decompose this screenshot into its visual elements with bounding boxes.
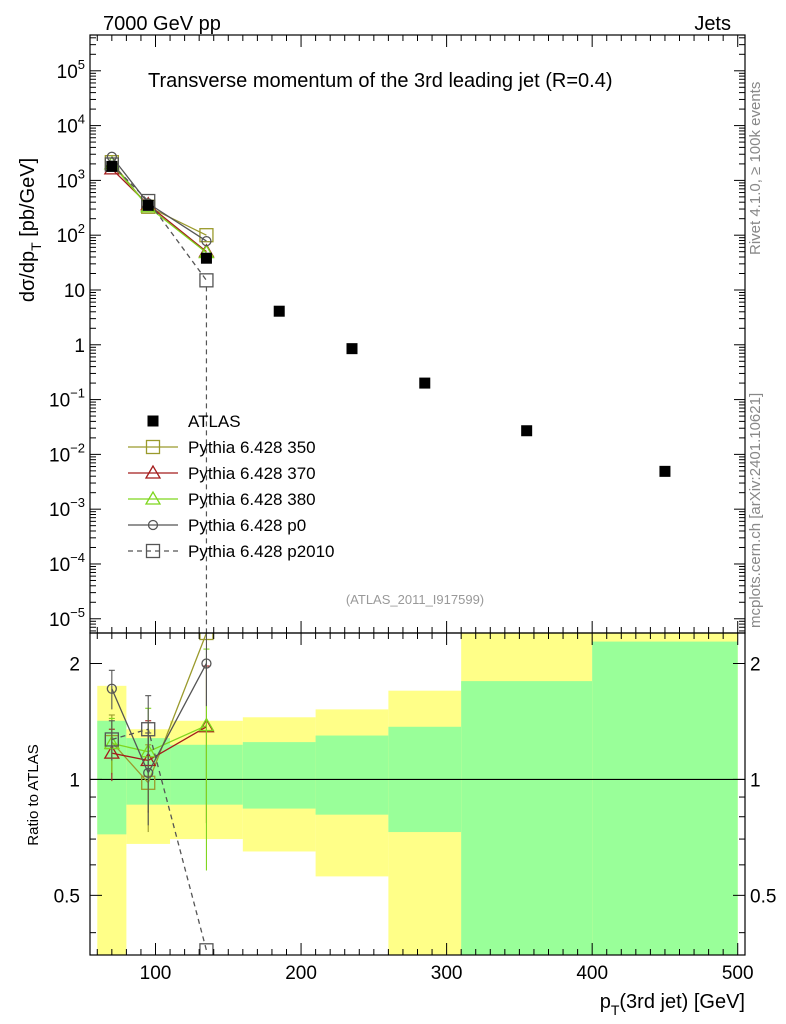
legend-entry-atlas: ATLAS xyxy=(147,412,241,431)
ratio-y-tick-label-right: 0.5 xyxy=(750,886,776,907)
legend-marker xyxy=(145,543,161,559)
ratio-series-group xyxy=(103,633,215,955)
y-tick-label: 10−4 xyxy=(49,550,85,576)
data-point xyxy=(659,465,671,477)
y-tick-label: 10−1 xyxy=(49,386,85,412)
rivet-version-label: Rivet 4.1.0, ≥ 100k events xyxy=(747,82,764,255)
ratio-point xyxy=(198,717,215,732)
legend-label: ATLAS xyxy=(188,412,241,431)
main-series-pythia-6-428-p0 xyxy=(106,151,212,247)
main-series-group xyxy=(103,151,671,633)
y-tick-label: 105 xyxy=(57,57,85,83)
x-tick-label: 400 xyxy=(576,963,608,984)
legend-entry-pythia-6-428-370: Pythia 6.428 370 xyxy=(128,464,316,483)
main-series-pythia-6-428-p2010 xyxy=(104,157,214,288)
legend-entry-pythia-6-428-p2010: Pythia 6.428 p2010 xyxy=(128,542,335,561)
y-tick-label: 10−3 xyxy=(49,495,85,521)
header-left: 7000 GeV pp xyxy=(103,13,221,35)
legend-label: Pythia 6.428 p0 xyxy=(188,516,306,535)
legend-marker xyxy=(144,490,162,505)
green-band-4 xyxy=(315,735,389,815)
ratio-y-tick-label-right: 2 xyxy=(750,654,761,675)
ratio-series-pythia-6-428-p2010 xyxy=(104,695,214,955)
x-tick-label: 200 xyxy=(285,963,317,984)
data-point xyxy=(199,228,214,243)
y-tick-label: 102 xyxy=(57,221,85,247)
svg-text:Ratio to ATLAS: Ratio to ATLAS xyxy=(25,744,42,845)
ratio-uncertainty-bands xyxy=(97,633,738,955)
legend-marker xyxy=(147,415,159,427)
y-tick-label: 104 xyxy=(57,112,85,138)
legend: ATLAS Pythia 6.428 350 Pythia 6.428 370 Pyt… xyxy=(128,412,335,561)
legend-entry-pythia-6-428-380: Pythia 6.428 380 xyxy=(128,490,316,509)
ratio-y-tick-label-right: 1 xyxy=(750,770,761,791)
main-series-pythia-6-428-380 xyxy=(103,155,215,259)
data-point xyxy=(201,235,212,247)
svg-text:dσ/dpT [pb/GeV]: dσ/dpT [pb/GeV] xyxy=(17,158,44,302)
data-point xyxy=(521,425,533,437)
main-series-atlas xyxy=(106,160,671,477)
legend-entry-pythia-6-428-p0: Pythia 6.428 p0 xyxy=(128,516,306,535)
data-point xyxy=(142,199,154,211)
analysis-id: (ATLAS_2011_I917599) xyxy=(346,592,484,607)
green-band-7 xyxy=(592,641,738,955)
data-point xyxy=(106,160,118,172)
legend-entry-pythia-6-428-350: Pythia 6.428 350 xyxy=(128,438,316,457)
y-tick-label: 10−5 xyxy=(49,605,85,631)
data-point xyxy=(199,273,214,288)
main-series-pythia-6-428-370 xyxy=(103,160,215,258)
y-tick-label: 103 xyxy=(57,166,85,192)
legend-marker xyxy=(147,519,159,531)
ratio-y-tick-label: 0.5 xyxy=(54,886,80,907)
ratio-point xyxy=(201,658,212,669)
data-point xyxy=(273,305,285,317)
legend-marker xyxy=(145,439,161,455)
legend-marker xyxy=(144,464,162,479)
svg-text:pT(3rd jet) [GeV]: pT(3rd jet) [GeV] xyxy=(600,991,745,1018)
legend-label: Pythia 6.428 370 xyxy=(188,464,316,483)
series-line xyxy=(111,161,207,236)
ratio-point xyxy=(141,722,156,737)
x-tick-label: 100 xyxy=(140,963,172,984)
main-y-axis-label: dσ/dpT [pb/GeV] xyxy=(17,158,44,302)
legend-label: Pythia 6.428 380 xyxy=(188,490,316,509)
ratio-series-pythia-6-428-p0 xyxy=(106,633,212,826)
legend-label: Pythia 6.428 350 xyxy=(188,438,316,457)
ratio-y-tick-label: 1 xyxy=(69,770,80,791)
legend-label: Pythia 6.428 p2010 xyxy=(188,542,335,561)
chart-title: Transverse momentum of the 3rd leading j… xyxy=(148,70,612,92)
ratio-y-axis-label: Ratio to ATLAS xyxy=(25,744,42,845)
data-point xyxy=(419,377,431,389)
ratio-point xyxy=(199,943,214,955)
x-tick-label: 500 xyxy=(722,963,754,984)
mcplots-source-label: mcplots.cern.ch [arXiv:2401.10621] xyxy=(747,393,764,628)
x-tick-label: 300 xyxy=(431,963,463,984)
data-point xyxy=(346,343,358,355)
y-tick-label: 10−2 xyxy=(49,440,85,466)
y-tick-label: 1 xyxy=(74,336,85,357)
x-axis-label: pT(3rd jet) [GeV] xyxy=(600,991,745,1018)
green-band-3 xyxy=(242,742,316,809)
header-right: Jets xyxy=(694,13,731,35)
ratio-point xyxy=(106,683,117,694)
series-line xyxy=(111,163,207,254)
ratio-point xyxy=(104,732,119,747)
series-line xyxy=(111,164,207,281)
y-tick-label: 10 xyxy=(64,281,85,302)
ratio-y-tick-label: 2 xyxy=(69,654,80,675)
green-band-6 xyxy=(461,681,593,955)
data-point xyxy=(200,252,212,264)
